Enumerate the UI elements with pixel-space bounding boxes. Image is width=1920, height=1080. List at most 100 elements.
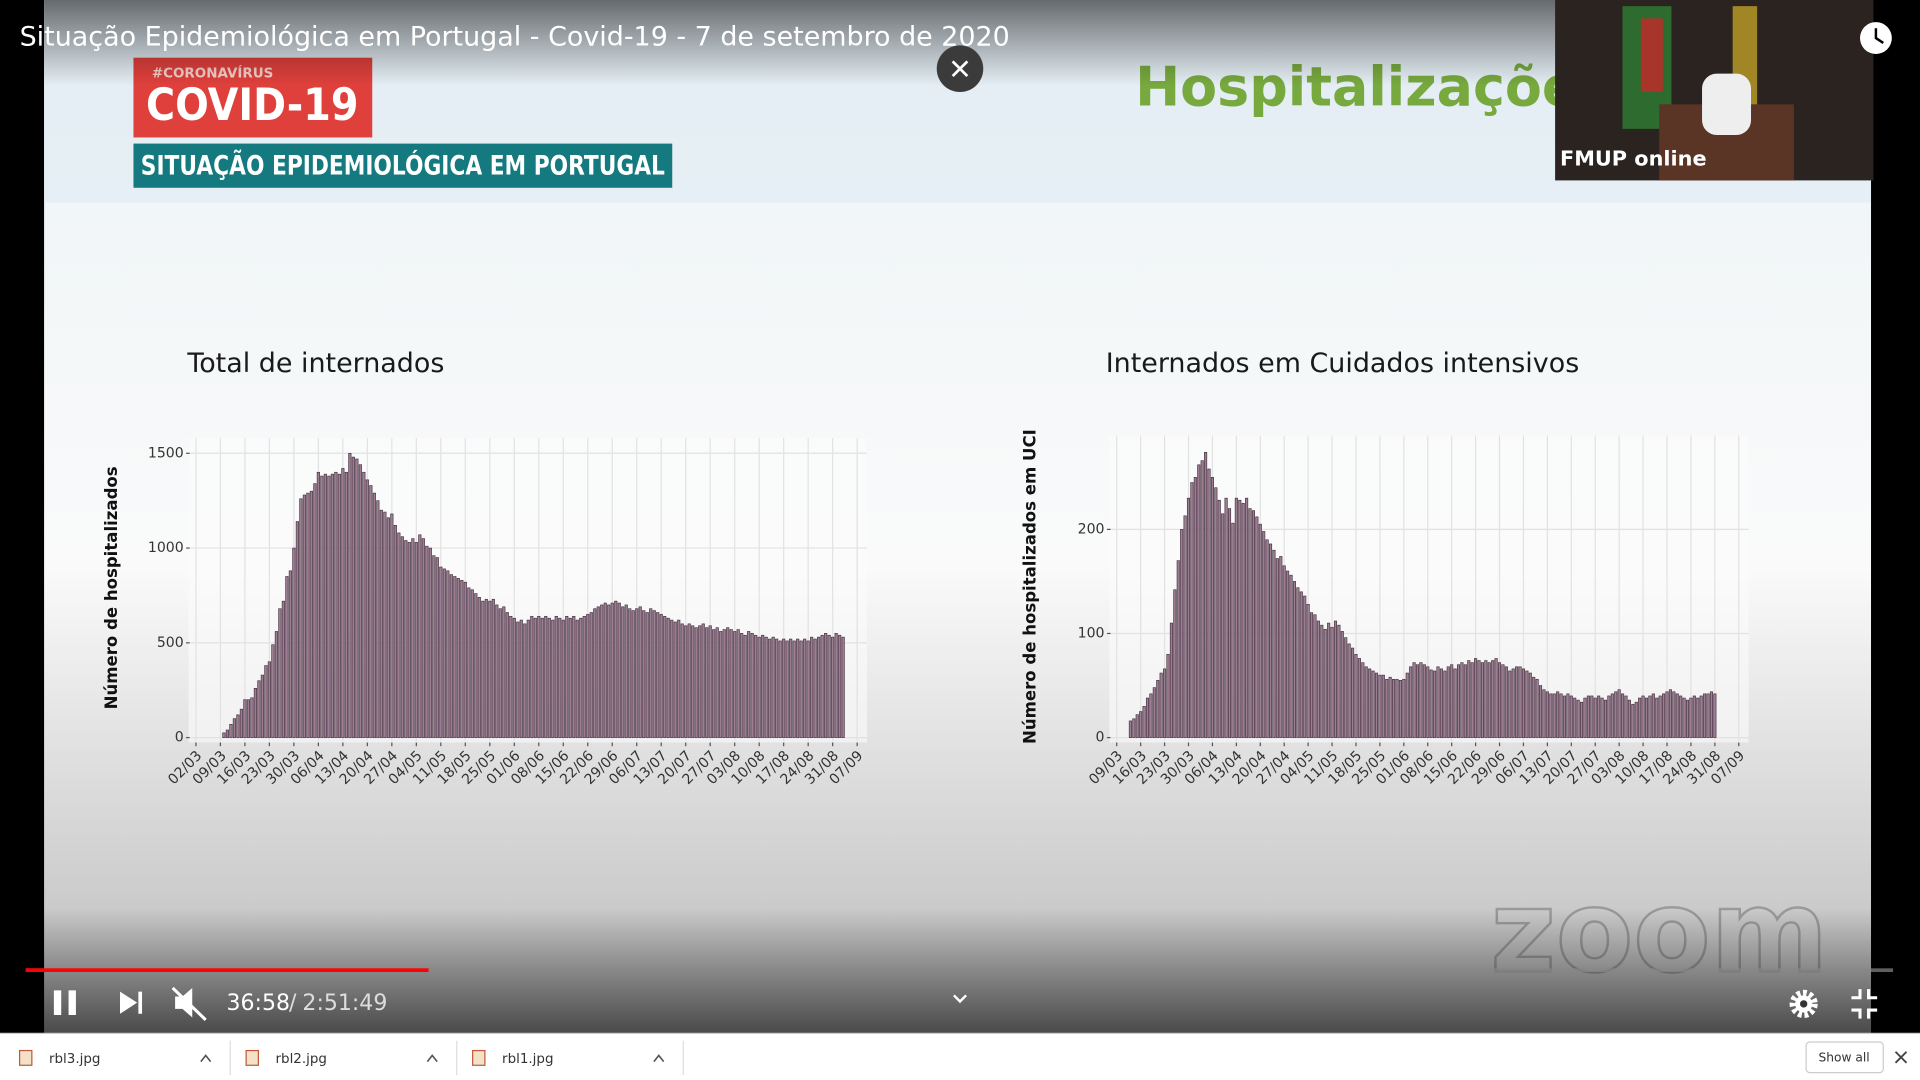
bar bbox=[484, 598, 488, 738]
chevron[interactable] bbox=[953, 994, 967, 1004]
bar bbox=[1487, 662, 1491, 738]
bar bbox=[1624, 695, 1628, 738]
bar bbox=[1521, 668, 1525, 738]
file-menu[interactable] bbox=[200, 1054, 212, 1063]
bar bbox=[827, 634, 831, 738]
bar bbox=[320, 475, 324, 738]
bar bbox=[225, 729, 229, 738]
bar bbox=[1234, 497, 1238, 738]
bar bbox=[1217, 499, 1221, 738]
bar bbox=[1128, 720, 1132, 738]
file-icon[interactable] bbox=[245, 1049, 259, 1066]
clock-hands[interactable] bbox=[1874, 28, 1884, 44]
show-all-button[interactable] bbox=[1805, 1041, 1884, 1074]
file-icon[interactable] bbox=[18, 1049, 33, 1066]
bar bbox=[1508, 670, 1512, 738]
bar bbox=[600, 604, 604, 738]
bar bbox=[1214, 487, 1218, 738]
bar bbox=[428, 547, 432, 738]
bar bbox=[691, 625, 695, 738]
bar bbox=[498, 608, 502, 738]
bar bbox=[1607, 695, 1611, 738]
watch-later[interactable] bbox=[1860, 22, 1892, 54]
bar bbox=[1210, 477, 1214, 738]
file-name[interactable]: rbl2.jpg bbox=[276, 1051, 327, 1067]
close-button[interactable] bbox=[936, 45, 984, 93]
file-menu[interactable] bbox=[426, 1054, 438, 1063]
bar bbox=[729, 629, 733, 738]
bar bbox=[1361, 662, 1365, 738]
file-icon[interactable] bbox=[472, 1049, 486, 1066]
bar bbox=[782, 638, 786, 738]
bar bbox=[330, 473, 334, 738]
bar bbox=[817, 636, 821, 738]
bar bbox=[1696, 697, 1700, 738]
bar bbox=[544, 615, 548, 738]
bar bbox=[813, 638, 817, 738]
bar bbox=[803, 638, 807, 738]
file-menu[interactable] bbox=[653, 1054, 665, 1063]
bar bbox=[1296, 587, 1300, 738]
bar bbox=[278, 608, 282, 738]
bar bbox=[1474, 658, 1478, 738]
bar bbox=[334, 471, 338, 738]
bar bbox=[1467, 660, 1471, 738]
bar bbox=[467, 587, 471, 738]
bar bbox=[253, 688, 257, 738]
bar bbox=[537, 615, 541, 738]
bar bbox=[302, 494, 306, 738]
gear-teeth[interactable] bbox=[1789, 989, 1818, 1019]
bar bbox=[264, 665, 268, 738]
bar bbox=[1409, 666, 1413, 738]
file-name[interactable]: rbl1.jpg bbox=[502, 1051, 553, 1067]
download-items: rbl3.jpg rbl2.jpg rbl1.jpg bbox=[18, 1040, 684, 1076]
settings-button[interactable] bbox=[1789, 989, 1818, 1019]
bar bbox=[365, 479, 369, 738]
file-name[interactable]: rbl3.jpg bbox=[49, 1051, 100, 1067]
bar bbox=[1385, 678, 1389, 738]
bar bbox=[271, 644, 275, 738]
bar bbox=[369, 485, 373, 738]
bar bbox=[1648, 695, 1652, 738]
bar bbox=[831, 636, 835, 738]
bar bbox=[547, 617, 551, 738]
bar bbox=[740, 633, 744, 738]
bar bbox=[1286, 570, 1290, 738]
bar bbox=[743, 634, 747, 738]
show-all-label[interactable]: Show all bbox=[1818, 1050, 1869, 1064]
bar bbox=[1583, 697, 1587, 738]
speaker-icon[interactable] bbox=[175, 987, 193, 1018]
bar bbox=[1597, 695, 1601, 738]
bar bbox=[1515, 666, 1519, 738]
y-tick-label: 100 bbox=[1078, 625, 1105, 641]
progress-track[interactable] bbox=[25, 968, 1894, 972]
bar bbox=[1439, 668, 1443, 738]
gear-hole[interactable] bbox=[1800, 1000, 1808, 1008]
bar bbox=[684, 625, 688, 738]
bar bbox=[1446, 666, 1450, 738]
pause-button[interactable] bbox=[53, 990, 76, 1015]
current-time: 36:58 bbox=[227, 991, 290, 1016]
mute-slash[interactable] bbox=[171, 986, 207, 1021]
bar bbox=[481, 600, 485, 738]
charts: Total de internados Número de hospitaliza… bbox=[102, 348, 1749, 788]
bar bbox=[1163, 668, 1167, 738]
bar bbox=[1685, 699, 1690, 738]
bar bbox=[1238, 499, 1242, 738]
progress-played[interactable] bbox=[25, 968, 429, 972]
bar bbox=[1603, 699, 1608, 738]
mute-button[interactable] bbox=[171, 986, 207, 1021]
bar bbox=[519, 619, 523, 738]
bar bbox=[404, 540, 408, 738]
bar bbox=[1501, 664, 1505, 738]
chart-title: Total de internados bbox=[186, 348, 444, 379]
bar bbox=[1412, 662, 1416, 738]
bar bbox=[1559, 693, 1563, 738]
bar bbox=[712, 629, 716, 738]
close-download-bar[interactable] bbox=[1894, 1051, 1908, 1064]
next-button[interactable] bbox=[120, 991, 143, 1014]
close-icon[interactable] bbox=[951, 60, 969, 78]
bar bbox=[1169, 622, 1173, 738]
exit-fullscreen[interactable] bbox=[1851, 989, 1878, 1019]
bar bbox=[407, 542, 411, 738]
